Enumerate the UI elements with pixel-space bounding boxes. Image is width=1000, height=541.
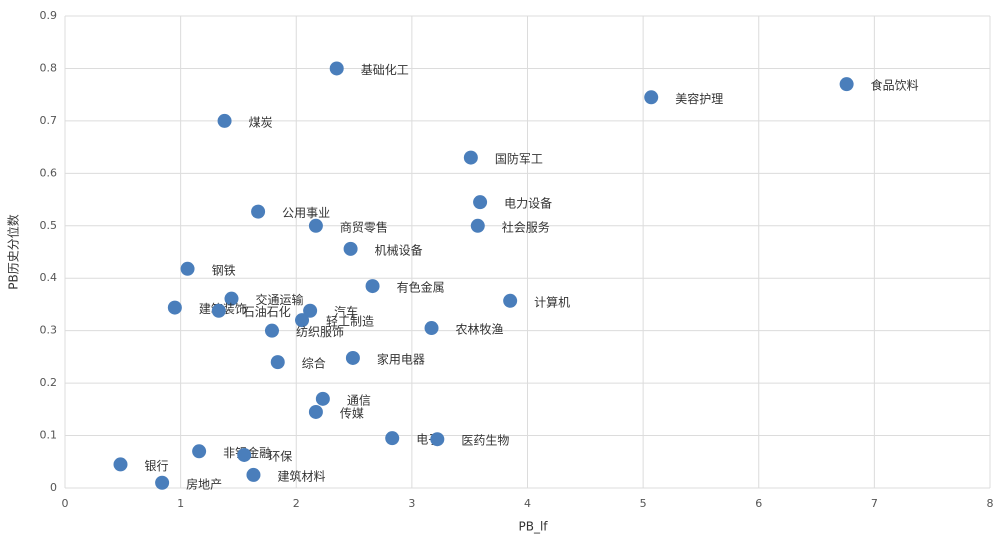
point xyxy=(246,467,261,482)
point-label: 有色金属 xyxy=(397,280,445,295)
point-label: 计算机 xyxy=(534,294,570,309)
y-tick-label: 0.4 xyxy=(40,271,58,284)
x-tick-label: 0 xyxy=(62,497,69,510)
point-label: 食品饮料 xyxy=(871,78,919,93)
y-tick-label: 0.3 xyxy=(40,324,58,337)
point xyxy=(503,293,518,308)
point-label: 基础化工 xyxy=(361,63,409,77)
point xyxy=(167,300,182,315)
x-axis-title: PB_lf xyxy=(518,520,548,534)
point xyxy=(192,444,207,459)
x-tick-label: 1 xyxy=(177,497,184,510)
point-label: 钢铁 xyxy=(212,263,236,277)
x-tick-label: 6 xyxy=(755,497,762,510)
point-label: 综合 xyxy=(302,356,326,371)
point xyxy=(644,90,659,105)
point-label: 社会服务 xyxy=(502,219,550,234)
point xyxy=(155,475,170,490)
y-tick-label: 0.6 xyxy=(40,166,58,179)
y-tick-label: 0.2 xyxy=(40,376,58,389)
point-label: 银行 xyxy=(145,459,169,473)
point xyxy=(224,291,239,306)
x-tick-label: 4 xyxy=(524,497,531,510)
y-tick-label: 0.5 xyxy=(40,219,58,232)
point xyxy=(343,241,358,256)
point xyxy=(237,447,252,462)
x-tick-label: 5 xyxy=(640,497,647,510)
point xyxy=(329,61,344,76)
point-label: 家用电器 xyxy=(377,351,425,366)
point xyxy=(315,391,330,406)
point xyxy=(264,323,279,338)
point xyxy=(303,303,318,318)
point xyxy=(430,432,445,447)
point-label: 建筑材料 xyxy=(277,468,325,483)
x-tick-label: 8 xyxy=(987,497,994,510)
point-label: 农林牧渔 xyxy=(456,323,504,337)
point xyxy=(345,350,360,365)
point xyxy=(308,404,323,419)
point xyxy=(270,355,285,370)
point-label: 纺织服饰 xyxy=(296,325,344,339)
point-label: 通信 xyxy=(347,393,371,407)
point xyxy=(295,313,310,328)
point xyxy=(463,150,478,165)
point xyxy=(473,195,488,210)
point xyxy=(180,261,195,276)
point xyxy=(211,303,226,318)
point-label: 交通运输 xyxy=(256,292,304,307)
y-axis-title: PB历史分位数 xyxy=(6,214,21,289)
point-label: 电力设备 xyxy=(504,197,552,211)
point xyxy=(251,204,266,219)
point-label: 汽车 xyxy=(334,304,358,319)
y-tick-label: 0.8 xyxy=(40,61,58,74)
x-tick-label: 3 xyxy=(408,497,415,510)
y-tick-label: 0.7 xyxy=(40,114,58,127)
x-tick-label: 7 xyxy=(871,497,878,510)
y-tick-label: 0.1 xyxy=(40,429,58,442)
point xyxy=(839,77,854,92)
point xyxy=(470,218,485,233)
point-label: 医药生物 xyxy=(461,434,509,448)
y-tick-label: 0.9 xyxy=(40,9,58,22)
point-label: 国防军工 xyxy=(495,151,543,166)
y-tick-label: 0 xyxy=(50,481,57,494)
point xyxy=(113,457,128,472)
point xyxy=(385,431,400,446)
point-label: 美容护理 xyxy=(675,91,723,106)
point xyxy=(424,321,439,336)
point-label: 环保 xyxy=(268,449,292,463)
point xyxy=(308,218,323,233)
point xyxy=(217,113,232,128)
point-label: 传媒 xyxy=(340,405,364,420)
point-label: 公用事业 xyxy=(282,206,330,220)
point-label: 石油石化 xyxy=(243,305,291,319)
point-label: 房地产 xyxy=(186,476,222,491)
point-label: 煤炭 xyxy=(249,115,273,129)
point-label: 机械设备 xyxy=(375,242,423,257)
x-tick-label: 2 xyxy=(293,497,300,510)
point-label: 轻工制造 xyxy=(326,315,374,329)
point xyxy=(365,279,380,294)
point-label: 商贸零售 xyxy=(340,219,388,234)
